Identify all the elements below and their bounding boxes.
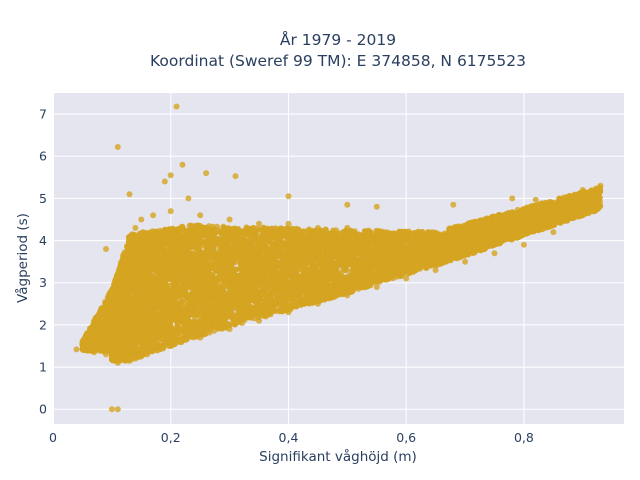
grid-layer	[52, 93, 624, 424]
points-layer	[73, 103, 604, 413]
data-point	[306, 226, 313, 233]
data-point	[182, 271, 189, 278]
